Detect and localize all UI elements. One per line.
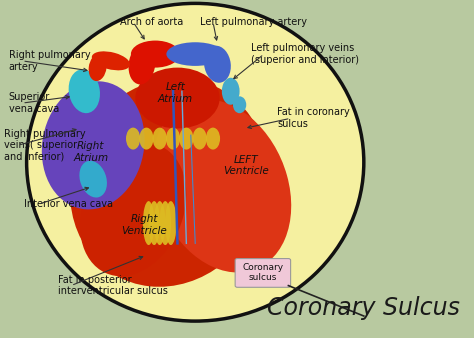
Ellipse shape: [80, 161, 107, 197]
Ellipse shape: [160, 201, 171, 245]
Text: Right pulmonary
artery: Right pulmonary artery: [9, 50, 91, 72]
Ellipse shape: [89, 54, 107, 81]
Ellipse shape: [166, 128, 180, 150]
Text: Coronary
sulcus: Coronary sulcus: [243, 263, 283, 283]
Ellipse shape: [206, 128, 220, 150]
Ellipse shape: [148, 201, 160, 245]
Ellipse shape: [131, 41, 180, 68]
Ellipse shape: [153, 99, 291, 272]
Ellipse shape: [179, 128, 193, 150]
Text: Coronary Sulcus: Coronary Sulcus: [267, 296, 460, 320]
Text: Right pulmonary
veins( superior
and inferior): Right pulmonary veins( superior and infe…: [4, 129, 86, 162]
Ellipse shape: [128, 44, 155, 84]
Ellipse shape: [69, 69, 100, 113]
Text: Arch of aorta: Arch of aorta: [120, 17, 183, 27]
Text: Right
Ventricle: Right Ventricle: [121, 214, 167, 236]
Ellipse shape: [126, 128, 140, 150]
Ellipse shape: [139, 128, 154, 150]
FancyBboxPatch shape: [235, 259, 291, 287]
Text: Left pulmonary artery: Left pulmonary artery: [200, 17, 307, 27]
Ellipse shape: [233, 96, 246, 113]
Text: LEFT
Ventricle: LEFT Ventricle: [223, 155, 269, 176]
Text: Superior
vena cava: Superior vena cava: [9, 92, 59, 114]
Ellipse shape: [92, 51, 130, 70]
Text: Left
Atrium: Left Atrium: [158, 82, 193, 104]
Ellipse shape: [165, 201, 177, 245]
Ellipse shape: [143, 201, 155, 245]
Ellipse shape: [70, 78, 267, 287]
Ellipse shape: [42, 81, 145, 210]
Text: Fat in posterior
interventricular sulcus: Fat in posterior interventricular sulcus: [58, 275, 167, 296]
Text: Right
Atrium: Right Atrium: [73, 141, 109, 163]
Ellipse shape: [153, 128, 167, 150]
Text: Interior vena cava: Interior vena cava: [24, 199, 113, 210]
Ellipse shape: [80, 143, 186, 276]
Ellipse shape: [166, 42, 224, 66]
Ellipse shape: [154, 201, 165, 245]
Ellipse shape: [135, 68, 219, 128]
Ellipse shape: [27, 3, 364, 321]
Ellipse shape: [222, 78, 239, 105]
Text: Left pulmonary veins
(superior and interior): Left pulmonary veins (superior and inter…: [251, 43, 359, 65]
Ellipse shape: [192, 128, 207, 150]
Text: Fat in coronary
sulcus: Fat in coronary sulcus: [277, 107, 350, 129]
Ellipse shape: [204, 46, 231, 83]
